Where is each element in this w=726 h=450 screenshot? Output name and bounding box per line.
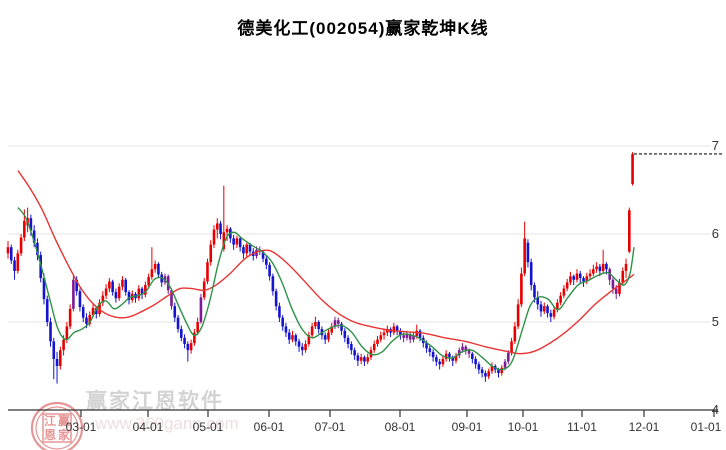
x-axis-tick-label: 08-01 xyxy=(385,420,416,434)
seal-char: 赢 xyxy=(58,413,70,428)
x-axis-tick-label: 05-01 xyxy=(193,420,224,434)
watermark-brand-text: 赢家江恩软件 xyxy=(86,389,224,413)
x-axis-tick-label: 10-01 xyxy=(508,420,539,434)
watermark-url-text: www.360gann.com xyxy=(94,414,239,433)
ma-fast-green-line xyxy=(17,207,635,371)
y-axis-tick-label: 5 xyxy=(712,314,719,329)
y-axis-tick-label: 6 xyxy=(712,226,719,241)
watermark: 江赢恩 家赢家江恩软件www.360gann.com xyxy=(30,389,239,450)
seal-char: 家 xyxy=(58,427,71,442)
seal-char: 恩 xyxy=(44,427,56,442)
seal-logo-icon xyxy=(30,401,84,450)
y-axis-tick-label: 4 xyxy=(712,402,719,417)
seal-char: 江 xyxy=(44,413,56,428)
chart-title: 德美化工(002054)赢家乾坤K线 xyxy=(237,19,489,38)
x-axis-tick-label: 04-01 xyxy=(133,420,164,434)
x-axis-tick-label: 12-01 xyxy=(629,420,660,434)
gridlines xyxy=(8,145,710,323)
x-axis-tick-label: 11-01 xyxy=(567,420,597,434)
x-axis: 03-01 04-01 05-01 06-01 07-01 08-01 09-01 10-01… xyxy=(8,409,722,434)
x-axis-tick-label: 01-01 xyxy=(691,420,722,434)
x-axis-tick-label: 03-01 xyxy=(66,420,97,434)
x-axis-tick-label: 06-01 xyxy=(254,420,285,434)
ma-slow-red-line xyxy=(17,170,635,355)
x-axis-tick-label: 09-01 xyxy=(452,420,483,434)
y-axis: 7 6 5 4 xyxy=(712,138,719,417)
y-axis-tick-label: 7 xyxy=(712,138,719,153)
x-axis-tick-label: 07-01 xyxy=(315,420,346,434)
